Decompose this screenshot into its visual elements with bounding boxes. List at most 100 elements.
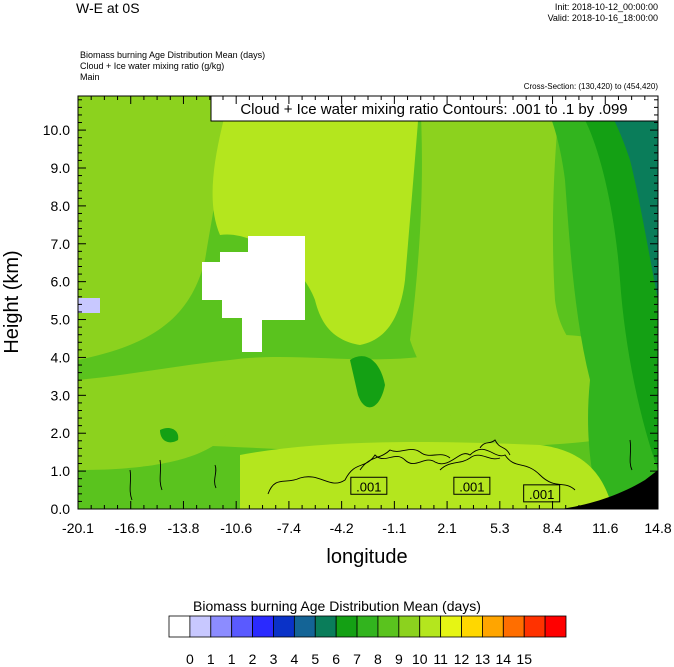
colorbar-swatch — [356, 615, 379, 638]
contour-line — [479, 439, 511, 456]
x-tick-label: -13.8 — [167, 520, 199, 536]
y-tick-label: 7.0 — [51, 236, 71, 252]
x-tick-label: -20.1 — [62, 520, 94, 536]
colorbar-label: 2 — [249, 651, 257, 667]
colorbar-label: 7 — [353, 651, 361, 667]
x-tick-label: -10.6 — [220, 520, 252, 536]
field-region — [202, 236, 305, 352]
colorbar: 0 1 1 2 3 4 5 6 7 8 9 10 11 12 13 14 15 — [168, 615, 567, 667]
chart-title: Cloud + Ice water mixing ratio Contours:… — [240, 101, 627, 118]
field-region — [160, 428, 179, 443]
colorbar-label: 8 — [374, 651, 382, 667]
colorbar-swatch — [231, 615, 253, 638]
colorbar-swatch — [189, 615, 212, 638]
contour-line — [629, 439, 633, 471]
contour-label-box — [523, 484, 561, 503]
x-tick-label: 11.6 — [592, 520, 618, 536]
x-tick-label: -1.1 — [382, 520, 406, 536]
y-tick-label: 5.0 — [51, 312, 71, 328]
contour-labels: .001 .001 .001 — [350, 476, 561, 503]
x-tick-label: -16.9 — [115, 520, 147, 536]
field-label-domain: Main — [80, 72, 100, 82]
colorbar-label: 5 — [311, 651, 319, 667]
colorbar-swatch — [314, 615, 337, 638]
colorbar-swatch — [293, 615, 316, 638]
colorbar-label: 14 — [496, 651, 512, 667]
colorbar-label: 3 — [270, 651, 278, 667]
cross-section-label: Cross-Section: (130,420) to (454,420) — [523, 82, 658, 91]
colorbar-swatch — [335, 615, 358, 638]
colorbar-label: 10 — [412, 651, 428, 667]
colorbar-label: 11 — [433, 651, 448, 667]
x-tick-label: -7.4 — [277, 520, 301, 536]
y-tick-label: 8.0 — [51, 198, 71, 214]
contour-line — [439, 454, 501, 471]
field-region — [78, 96, 230, 360]
field-region — [78, 415, 230, 470]
contour-label-text: .001 — [529, 487, 554, 502]
contour-label: .001 — [453, 476, 491, 495]
colorbar-swatch — [252, 615, 274, 638]
colorbar-swatch — [440, 615, 462, 638]
y-tick-label: 6.0 — [51, 274, 71, 290]
colorbar-swatch — [398, 615, 421, 638]
x-tick-label: 5.3 — [490, 520, 510, 536]
colorbar-swatch — [523, 615, 546, 638]
terrain — [560, 470, 658, 509]
y-tick-label: 9.0 — [51, 160, 71, 176]
x-tick-label: 14.8 — [644, 520, 671, 536]
contour-line — [129, 469, 133, 501]
contour-lines — [129, 439, 633, 501]
colorbar-label: 4 — [290, 651, 298, 667]
colorbar-swatch — [168, 615, 191, 638]
contour-label-box — [350, 476, 388, 495]
field-region — [240, 442, 610, 509]
colorbar-label: 9 — [395, 651, 403, 667]
contour-line — [359, 448, 451, 471]
contour-label: .001 — [350, 476, 388, 495]
contour-label-text: .001 — [459, 479, 484, 494]
colorbar-label: 13 — [475, 651, 491, 667]
field-label-contour: Cloud + Ice water mixing ratio (g/kg) — [80, 61, 225, 71]
y-tick-label: 1.0 — [51, 463, 71, 479]
x-tick-label: -4.2 — [330, 520, 354, 536]
contour-line — [267, 448, 576, 495]
x-axis: -20.1 -16.9 -13.8 -10.6 -7.4 -4.2 -1.1 2.1 5.3 8.… — [62, 96, 672, 536]
colorbar-swatch — [210, 615, 233, 638]
colorbar-swatch — [482, 615, 504, 638]
y-axis-label: Height (km) — [1, 250, 23, 353]
colorbar-label: 0 — [186, 651, 194, 667]
shaded-field — [78, 96, 658, 509]
colorbar-swatch — [544, 615, 567, 638]
colorbar-label: 15 — [516, 651, 532, 667]
contour-line — [214, 464, 217, 489]
x-axis-label: longitude — [326, 546, 407, 568]
colorbar-swatch — [419, 615, 442, 638]
colorbar-label: 12 — [454, 651, 470, 667]
colorbar-label: 6 — [332, 651, 340, 667]
contour-label-text: .001 — [356, 479, 381, 494]
field-region — [410, 96, 605, 440]
colorbar-title: Biomass burning Age Distribution Mean (d… — [193, 598, 481, 614]
y-tick-label: 10.0 — [43, 122, 70, 138]
y-tick-label: 4.0 — [51, 349, 71, 365]
colorbar-swatch — [273, 615, 295, 638]
field-region — [78, 298, 100, 313]
x-tick-label: 8.4 — [543, 520, 563, 536]
y-tick-label: 0.0 — [51, 501, 71, 517]
y-tick-label: 2.0 — [51, 425, 71, 441]
colorbar-swatch — [377, 615, 400, 638]
colorbar-swatch — [461, 615, 483, 638]
contour-title-box: Cloud + Ice water mixing ratio Contours:… — [210, 95, 659, 122]
colorbar-label: 1 — [207, 651, 215, 667]
contour-label-box — [453, 476, 491, 495]
field-label-shaded: Biomass burning Age Distribution Mean (d… — [80, 50, 266, 60]
contour-line — [159, 459, 163, 491]
y-axis: 0.0 1.0 2.0 3.0 4.0 5.0 6.0 7.0 8.0 9.0 10.0 — [43, 99, 658, 517]
valid-time: Valid: 2018-10-16_18:00:00 — [547, 13, 658, 23]
colorbar-swatch — [502, 615, 525, 638]
field-region — [212, 96, 420, 345]
field-region — [600, 96, 658, 300]
x-tick-label: 2.1 — [437, 520, 457, 536]
